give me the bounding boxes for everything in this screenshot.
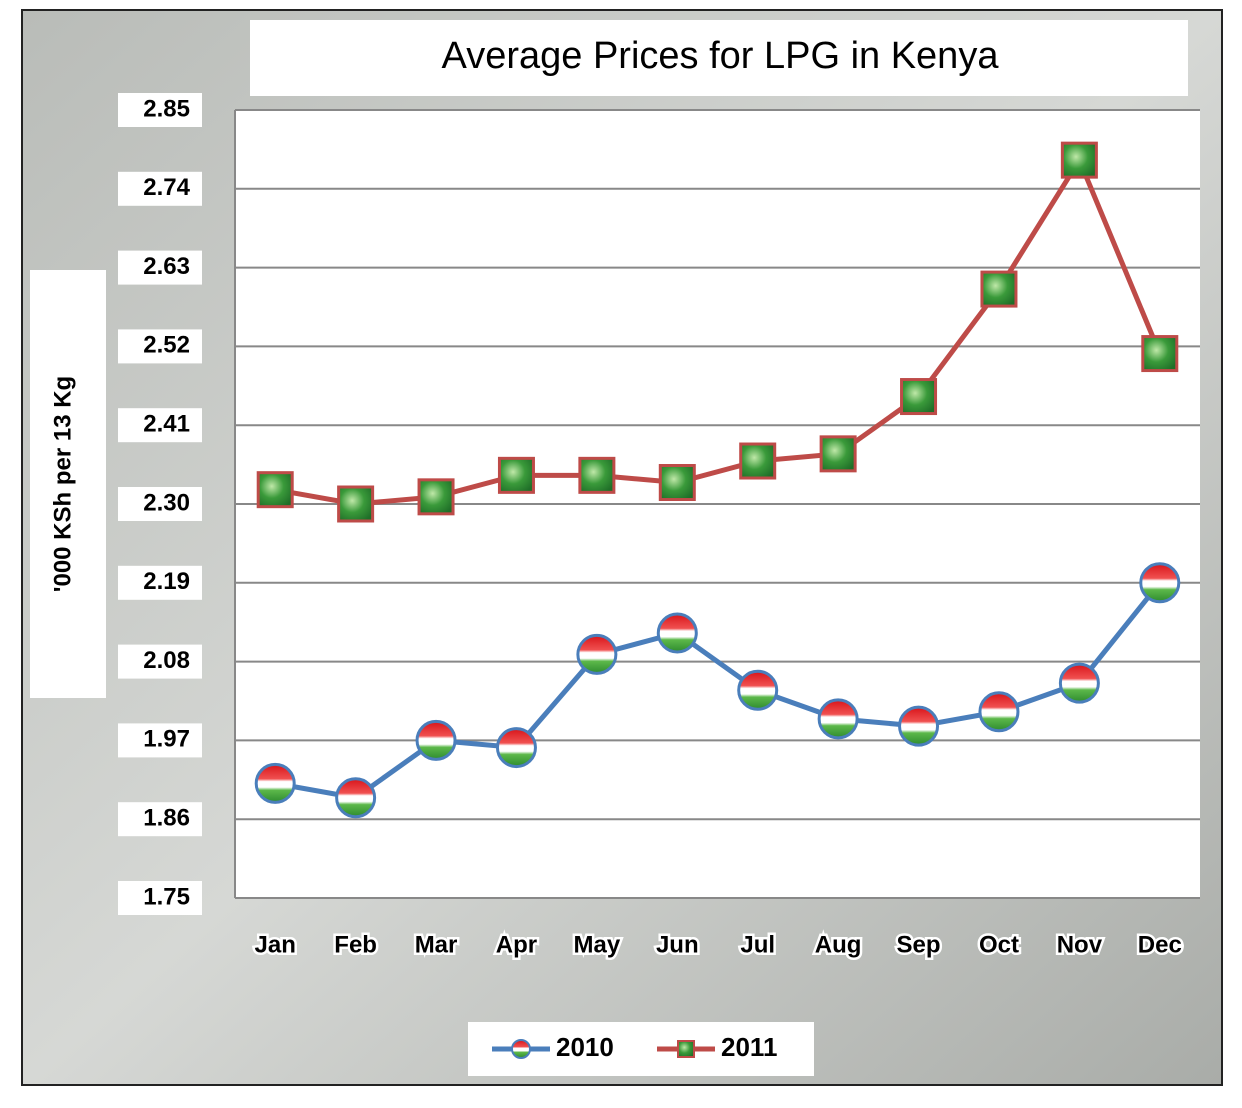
x-tick-label: Oct [979, 931, 1019, 958]
point [902, 380, 936, 414]
y-tick-label: 2.41 [143, 411, 190, 438]
y-tick-label: 1.86 [143, 805, 190, 832]
legend-marker [678, 1041, 694, 1057]
x-tick-label: Mar [415, 931, 458, 958]
point [980, 693, 1018, 731]
point [578, 635, 616, 673]
x-tick-label: Jun [656, 931, 699, 958]
chart-title: Average Prices for LPG in Kenya [442, 35, 1000, 77]
legend-label: 2011 [721, 1032, 777, 1062]
x-tick-label: Nov [1057, 931, 1103, 958]
y-tick-label: 2.52 [143, 332, 190, 359]
point [339, 487, 373, 521]
y-tick-label: 1.97 [143, 726, 190, 753]
point [256, 764, 294, 802]
x-tick-label: Jan [255, 931, 296, 958]
y-tick-label: 2.08 [143, 647, 190, 674]
point [821, 437, 855, 471]
y-tick-label: 2.19 [143, 568, 190, 595]
point [658, 614, 696, 652]
point [419, 480, 453, 514]
point [499, 458, 533, 492]
y-tick-label: 2.30 [143, 489, 190, 516]
point [337, 779, 375, 817]
point [1060, 664, 1098, 702]
point [1141, 564, 1179, 602]
point [741, 444, 775, 478]
page: {"chart_data": {"type": "line", "title":… [0, 0, 1242, 1103]
x-tick-label: Jul [740, 931, 775, 958]
legend-marker [512, 1040, 530, 1058]
point [900, 707, 938, 745]
point [819, 700, 857, 738]
x-tick-label: Apr [496, 931, 537, 958]
x-tick-label: Feb [334, 931, 377, 958]
y-tick-label: 1.75 [143, 883, 190, 910]
y-tick-label: 2.74 [143, 174, 190, 201]
x-tick-label: Dec [1138, 931, 1182, 958]
point [258, 473, 292, 507]
point [660, 466, 694, 500]
y-axis-label: '000 KSh per 13 Kg [49, 376, 76, 592]
point [739, 671, 777, 709]
x-tick-label: Aug [815, 931, 862, 958]
point [580, 458, 614, 492]
point [982, 272, 1016, 306]
point [417, 721, 455, 759]
point [497, 729, 535, 767]
point [1143, 337, 1177, 371]
x-tick-label: Sep [897, 931, 941, 958]
x-tick-label: May [574, 931, 621, 958]
chart: Average Prices for LPG in Kenya '000 KSh… [0, 0, 1242, 1103]
y-tick-label: 2.85 [143, 95, 190, 122]
legend-label: 2010 [556, 1032, 614, 1062]
point [1062, 143, 1096, 177]
y-tick-label: 2.63 [143, 253, 190, 280]
